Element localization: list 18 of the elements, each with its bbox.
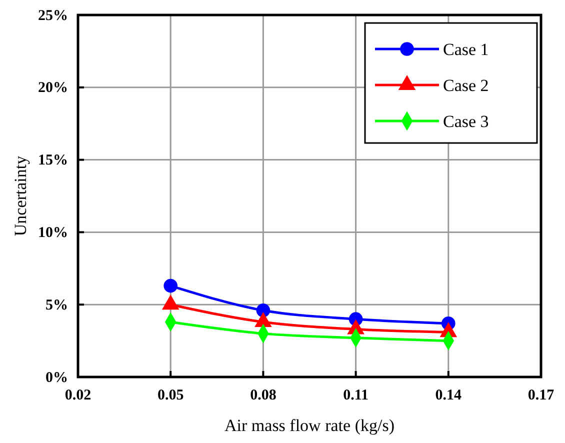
x-tick-label: 0.08 [250, 388, 276, 404]
y-tick-label: 15% [38, 152, 68, 169]
y-tick-label: 25% [38, 8, 68, 24]
x-tick-label: 0.11 [343, 388, 369, 404]
legend-label: Case 3 [443, 112, 489, 131]
point [164, 278, 178, 293]
x-axis-title: Air mass flow rate (kg/s) [224, 416, 394, 435]
x-tick-label: 0.17 [528, 388, 555, 404]
y-tick-label: 10% [38, 225, 68, 241]
y-tick-label: 0% [46, 370, 68, 386]
y-axis-title: Uncertainty [11, 155, 30, 236]
legend-label: Case 2 [443, 76, 489, 95]
x-tick-label: 0.02 [64, 388, 92, 404]
x-tick-label: 0.14 [435, 388, 462, 404]
y-tick-label: 5% [46, 297, 68, 314]
x-tick-label: 0.05 [157, 388, 184, 404]
legend-label: Case 1 [443, 40, 489, 59]
y-tick-label: 20% [38, 80, 68, 96]
